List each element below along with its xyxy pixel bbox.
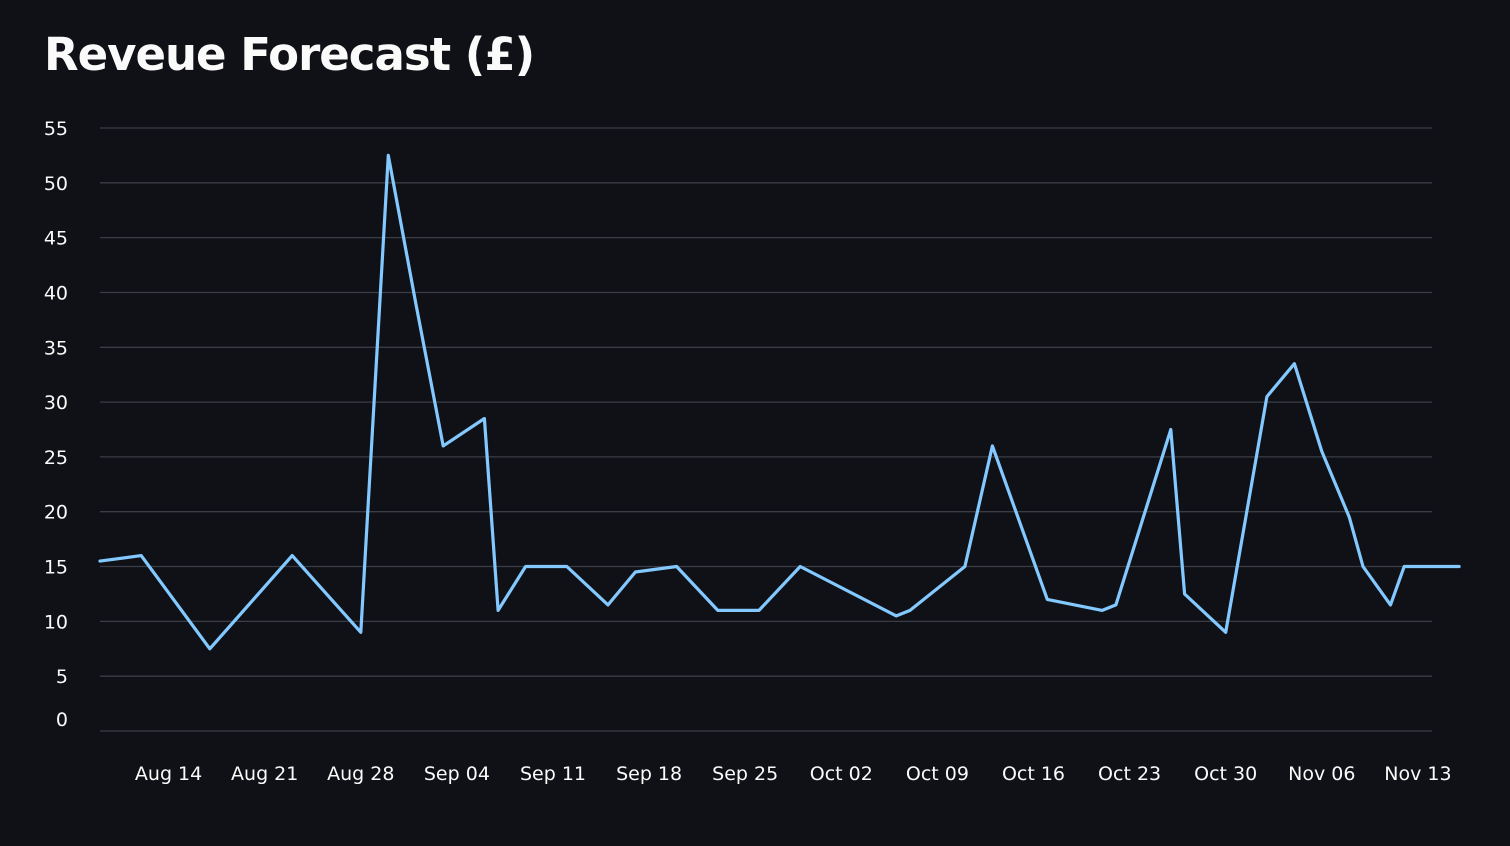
y-tick-label: 40 xyxy=(44,283,68,305)
y-tick-label: 20 xyxy=(44,502,68,524)
x-tick-label: Oct 30 xyxy=(1194,763,1257,785)
y-tick-label: 35 xyxy=(44,337,68,359)
y-tick-label: 45 xyxy=(44,228,68,250)
x-tick-label: Aug 21 xyxy=(231,763,298,785)
x-tick-label: Nov 06 xyxy=(1288,763,1355,785)
x-tick-label: Oct 16 xyxy=(1002,763,1065,785)
y-tick-label: 10 xyxy=(44,611,68,633)
y-tick-label: 0 xyxy=(56,709,68,731)
x-tick-label: Oct 09 xyxy=(906,763,969,785)
x-tick-label: Sep 04 xyxy=(424,763,490,785)
y-axis: 0 5 10 15 20 25 30 35 40 45 50 55 xyxy=(44,118,68,731)
y-tick-label: 15 xyxy=(44,557,68,579)
y-tick-label: 55 xyxy=(44,118,68,140)
x-tick-label: Oct 02 xyxy=(810,763,873,785)
x-tick-label: Aug 14 xyxy=(135,763,202,785)
gridlines xyxy=(100,127,1432,732)
series-layer xyxy=(98,153,1461,651)
y-tick-label: 50 xyxy=(44,173,68,195)
x-tick-label: Aug 28 xyxy=(327,763,394,785)
y-tick-label: 30 xyxy=(44,392,68,414)
x-tick-label: Sep 18 xyxy=(616,763,682,785)
x-tick-label: Sep 11 xyxy=(520,763,586,785)
x-axis: Aug 14 Aug 21 Aug 28 Sep 04 Sep 11 Sep 18 Sep … xyxy=(135,763,1452,785)
y-tick-label: 5 xyxy=(56,666,68,688)
x-tick-label: Oct 23 xyxy=(1098,763,1161,785)
x-tick-label: Sep 25 xyxy=(712,763,778,785)
series-line[interactable] xyxy=(98,153,1461,651)
y-tick-label: 25 xyxy=(44,447,68,469)
x-tick-label: Nov 13 xyxy=(1384,763,1451,785)
page-title: Reveue Forecast (£) xyxy=(44,28,535,81)
